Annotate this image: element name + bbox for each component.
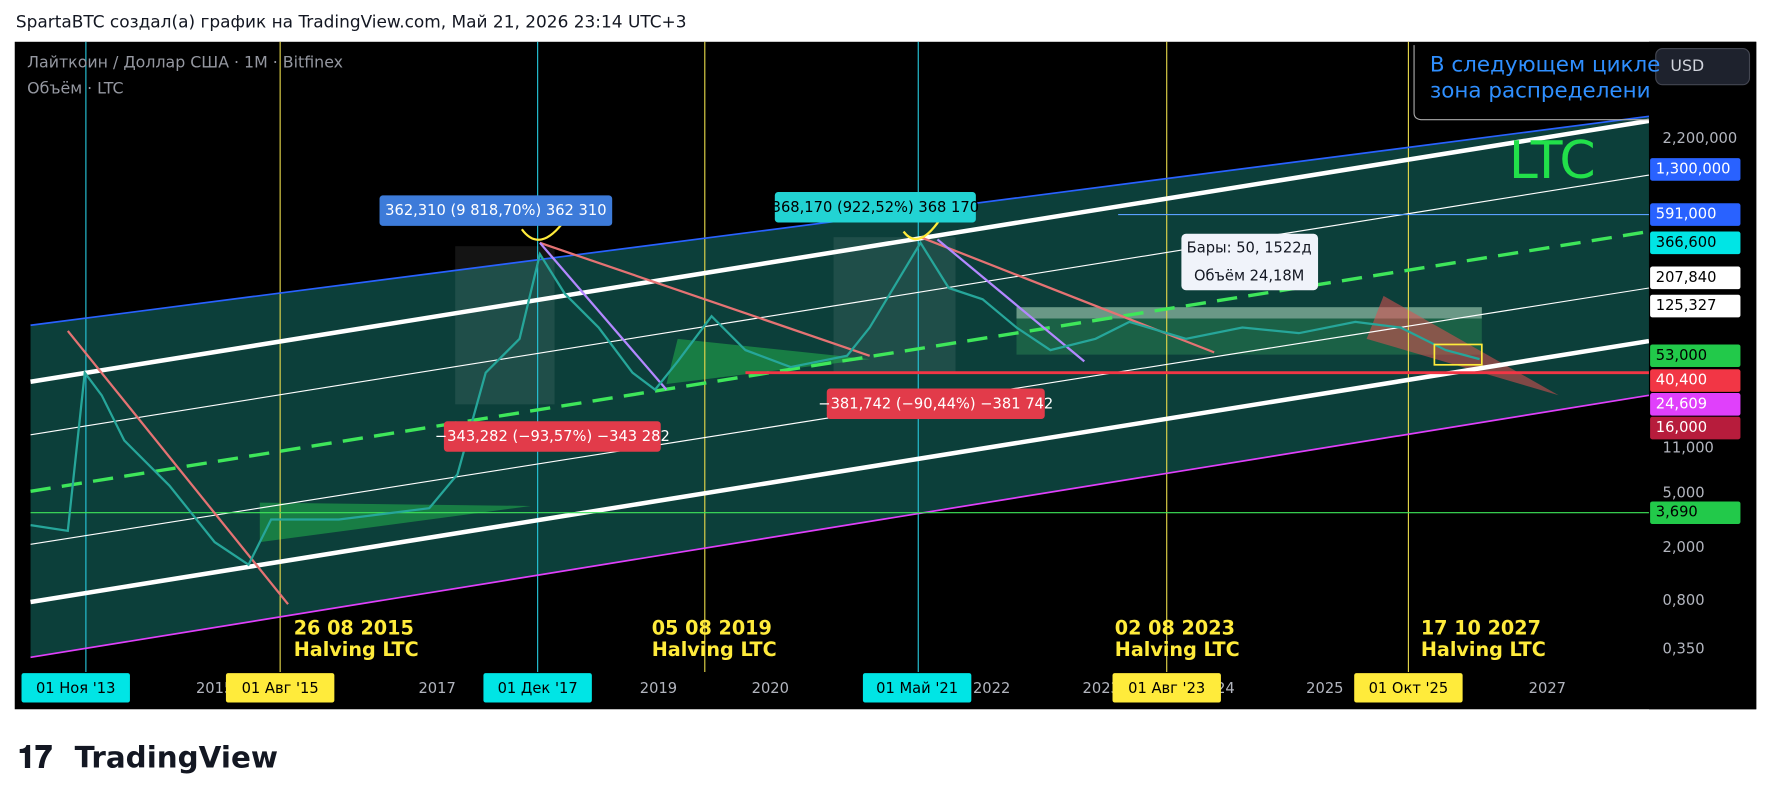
price-label: 1,300,000 xyxy=(1656,160,1731,177)
measure-box xyxy=(379,195,613,226)
price-badge xyxy=(1650,416,1741,440)
range-box xyxy=(833,237,956,373)
price-label: 53,000 xyxy=(1656,347,1707,364)
price-label: 16,000 xyxy=(1656,419,1707,436)
white-line xyxy=(30,118,1650,384)
time-badge xyxy=(1354,673,1463,703)
trend-line xyxy=(936,238,1085,363)
price-label: 2,200,000 xyxy=(1663,130,1738,147)
current-box xyxy=(1433,343,1483,366)
price-label: 125,327 xyxy=(1656,297,1717,314)
time-badge xyxy=(1112,673,1221,703)
price-label: 24,609 xyxy=(1656,395,1707,412)
channel-bottom xyxy=(30,394,1650,659)
price-label: 5,000 xyxy=(1663,485,1705,502)
footer-logo-mark: 𝟏𝟕 xyxy=(18,740,52,775)
price-label: 0,350 xyxy=(1663,640,1705,657)
halving-label: Halving LTC xyxy=(294,638,419,661)
price-badge xyxy=(1650,203,1741,226)
price-badge xyxy=(1650,158,1741,181)
time-badge xyxy=(21,673,130,703)
measure-box xyxy=(826,388,1045,420)
measure-label: 362,310 (9 818,70%) 362 310 xyxy=(385,202,606,219)
footer-logo: TradingView xyxy=(75,740,278,774)
halving-date: 02 08 2023 xyxy=(1115,617,1235,640)
price-badge xyxy=(1650,501,1741,525)
price-badge xyxy=(1650,266,1741,290)
time-badge xyxy=(862,673,972,703)
currency[interactable]: USD xyxy=(1670,56,1704,75)
projection xyxy=(1366,295,1559,396)
halving-label: Halving LTC xyxy=(1421,638,1546,661)
legend-symbol: Лайткоин / Доллар США · 1M · Bitfinex xyxy=(27,53,343,72)
time-badge-label: 01 Дек '17 xyxy=(498,680,578,697)
vertical-lines xyxy=(85,41,1409,672)
time-badge xyxy=(483,673,592,703)
price-badge xyxy=(1650,369,1741,392)
trend-line xyxy=(539,242,668,391)
price-label: 40,400 xyxy=(1656,372,1707,389)
measure-label: −381,742 (−90,44%) −381 742 xyxy=(818,395,1053,412)
accumulation-top xyxy=(1016,307,1482,319)
time-badge-label: 01 Авг '23 xyxy=(1128,680,1205,697)
triangle xyxy=(666,338,870,384)
halving-label: Halving LTC xyxy=(652,638,777,661)
time-label: 2017 xyxy=(418,680,455,697)
white-line xyxy=(30,338,1650,605)
time-label: 2023 xyxy=(1083,680,1120,697)
note-line: В следующем цикле xyxy=(1430,53,1661,78)
price-label: 3,690 xyxy=(1656,504,1698,521)
tooltip-line: Объём 24,18M xyxy=(1194,268,1304,285)
price-label: 207,840 xyxy=(1656,269,1717,286)
price-label: 2,000 xyxy=(1663,539,1705,556)
big-label: LTC xyxy=(1509,131,1596,191)
range-box xyxy=(455,246,555,405)
mid-dashed-line xyxy=(30,229,1650,493)
price-label: 0,800 xyxy=(1663,592,1705,609)
tooltip-line: Бары: 50, 1522д xyxy=(1187,239,1312,256)
time-label: 2020 xyxy=(752,680,789,697)
halving-date: 05 08 2019 xyxy=(652,617,772,640)
time-label: 2019 xyxy=(640,680,677,697)
time-label: 2015 xyxy=(196,680,233,697)
price-label: 11,000 xyxy=(1663,439,1714,456)
measure-label: 368,170 (922,52%) 368 170 xyxy=(772,199,979,216)
trend-line xyxy=(539,241,871,357)
halving-date: 26 08 2015 xyxy=(294,617,414,640)
halving-date: 17 10 2027 xyxy=(1421,617,1541,640)
tooltip-box xyxy=(1181,233,1319,291)
white-thin-line xyxy=(30,174,1650,436)
measure-label: −343,282 (−93,57%) −343 282 xyxy=(435,428,670,445)
note-frame xyxy=(1413,45,1649,121)
halving-label: Halving LTC xyxy=(1115,638,1240,661)
note-line: зона распределени xyxy=(1430,78,1651,103)
time-label: 2022 xyxy=(973,680,1010,697)
measure-box xyxy=(774,191,976,223)
price-label: 591,000 xyxy=(1656,206,1717,223)
price-badge xyxy=(1650,231,1741,255)
header-caption: SpartaBTC создал(а) график на TradingVie… xyxy=(16,12,687,32)
time-badge-label: 01 Ноя '13 xyxy=(36,680,116,697)
time-badge xyxy=(225,673,335,703)
price-badge xyxy=(1650,344,1741,368)
price-line xyxy=(30,240,1480,567)
price-badge xyxy=(1650,393,1741,416)
time-badge-label: 01 Окт '25 xyxy=(1369,680,1449,697)
legend-volume: Объём · LTC xyxy=(27,79,123,98)
currency-button[interactable] xyxy=(1655,47,1751,86)
time-label: 2027 xyxy=(1529,680,1566,697)
time-badge-label: 01 Авг '15 xyxy=(242,680,319,697)
time-label: 2025 xyxy=(1306,680,1343,697)
price-badge xyxy=(1650,294,1741,318)
price-label: 366,600 xyxy=(1656,234,1717,251)
time-badge-label: 01 Май '21 xyxy=(876,680,958,697)
measure-box xyxy=(443,421,661,452)
